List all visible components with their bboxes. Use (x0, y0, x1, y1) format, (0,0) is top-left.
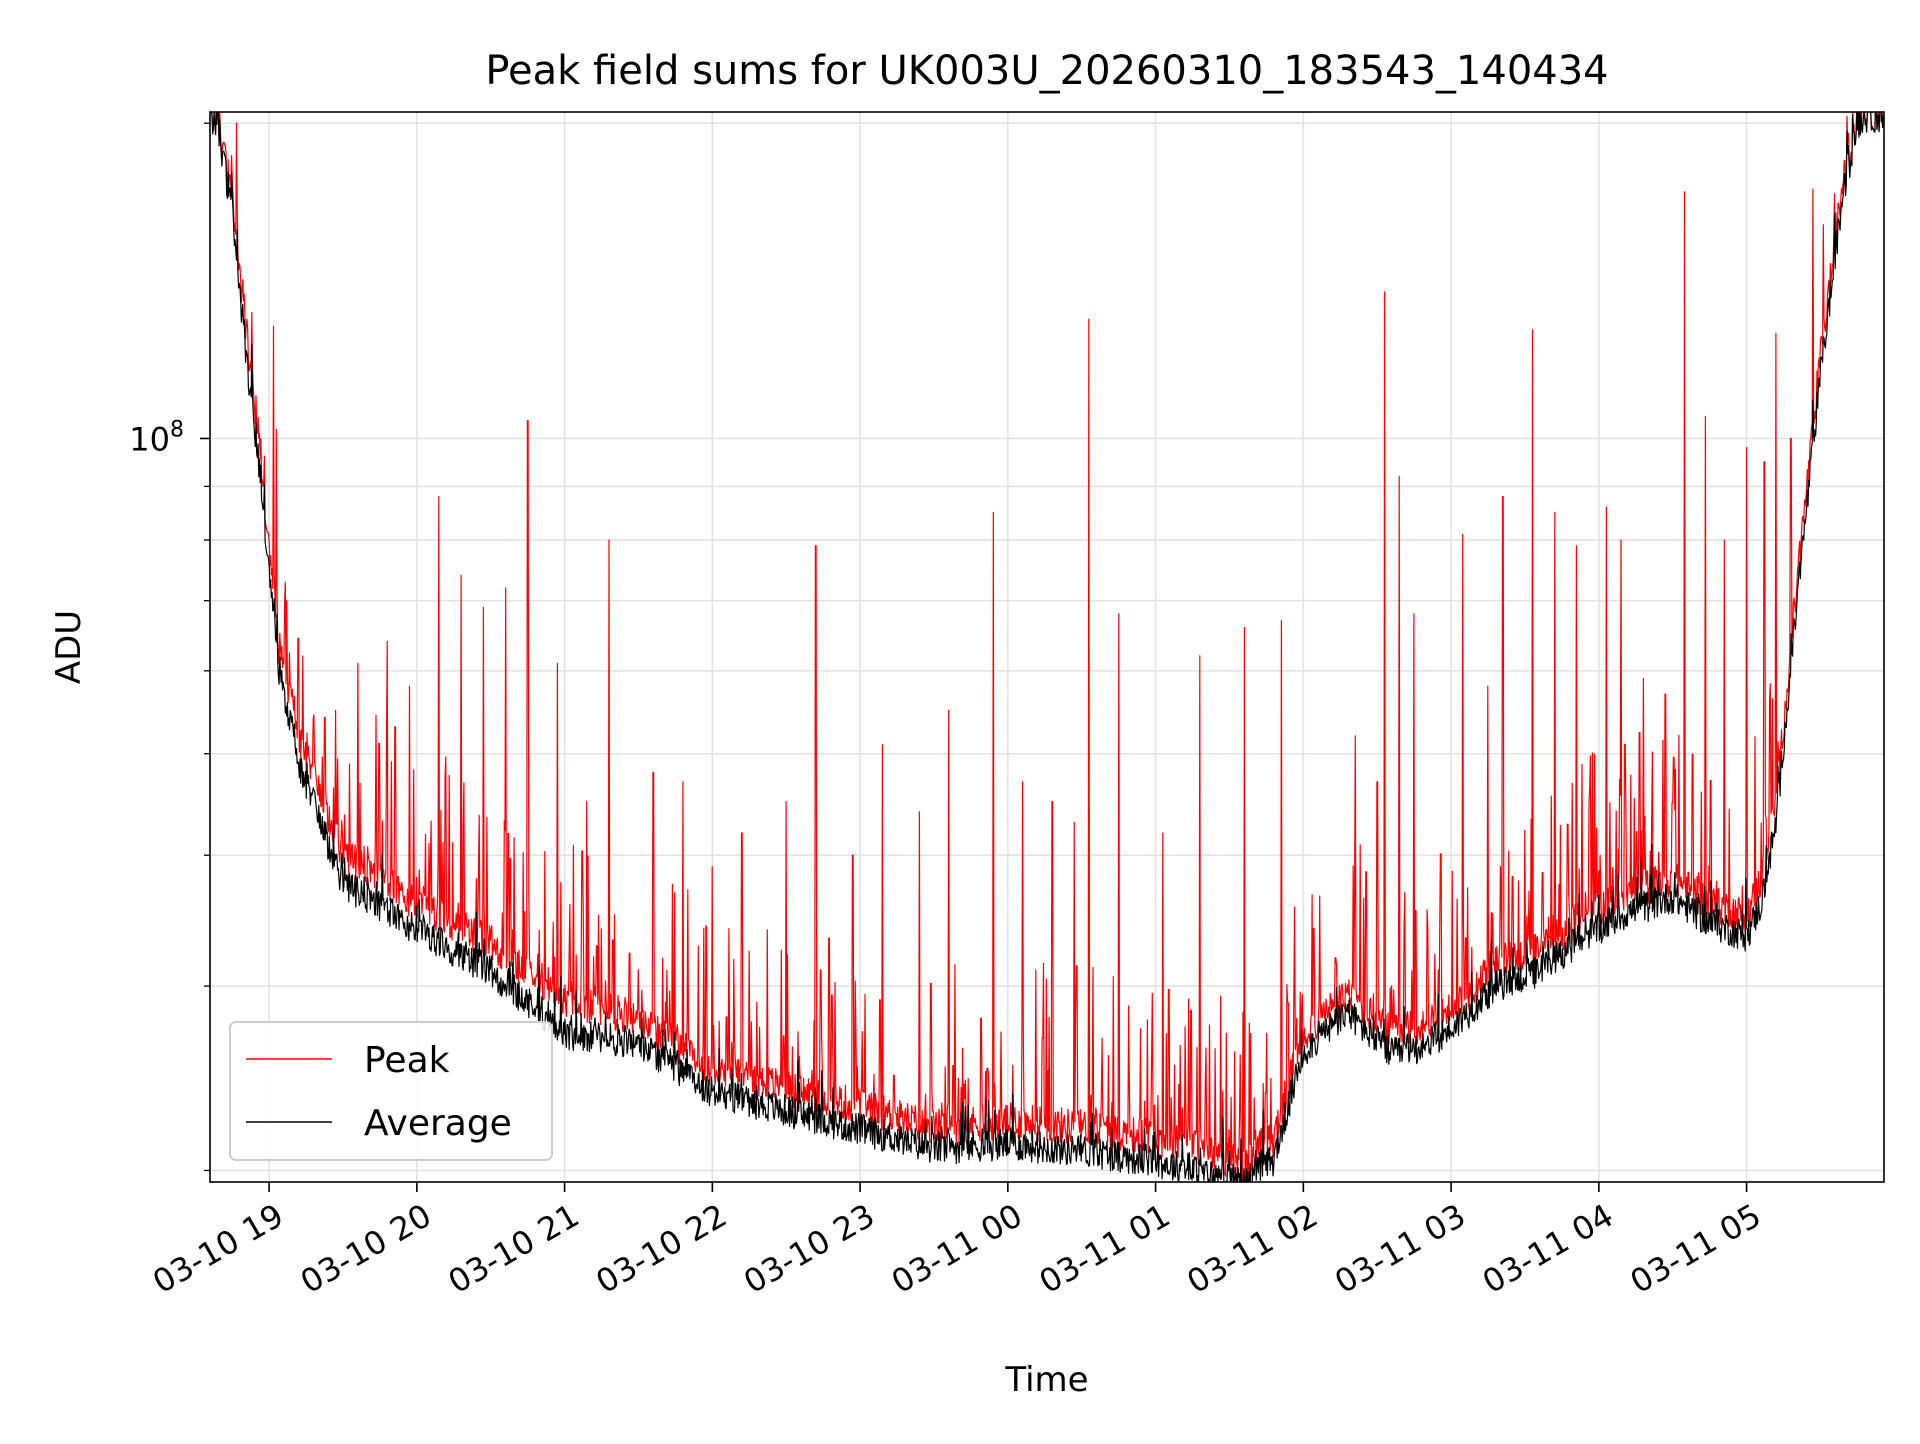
x-tick-label: 03-10 20 (294, 1196, 438, 1301)
series-peak-line (211, 112, 1884, 1181)
x-tick-label: 03-10 21 (442, 1196, 586, 1301)
x-tick-label: 03-11 02 (1181, 1196, 1325, 1301)
x-tick-label: 03-10 22 (590, 1196, 734, 1301)
chart-title: Peak field sums for UK003U_20260310_1835… (485, 48, 1608, 94)
y-axis-label: ADU (49, 610, 89, 684)
y-tick-label: 108 (129, 417, 184, 458)
series-average-line (210, 112, 1884, 1182)
x-tick-label: 03-11 00 (885, 1196, 1029, 1301)
legend-peak-label: Peak (364, 1040, 450, 1081)
series-layer (210, 112, 1884, 1182)
legend: Peak Average (229, 1021, 553, 1161)
x-tick-label: 03-11 04 (1476, 1196, 1620, 1301)
x-tick-label: 03-11 01 (1033, 1196, 1177, 1301)
legend-box (229, 1021, 553, 1161)
y-axis-ticks: 108 (129, 122, 210, 1172)
legend-average-label: Average (364, 1103, 512, 1144)
x-tick-label: 03-11 05 (1624, 1196, 1768, 1301)
plot-frame (209, 111, 1885, 1183)
grid (210, 112, 1884, 1182)
x-tick-label: 03-10 23 (737, 1196, 881, 1301)
x-axis-ticks: 03-10 19 03-10 20 03-10 21 03-10 22 03-10 23… (146, 1182, 1767, 1301)
x-tick-label: 03-11 03 (1328, 1196, 1472, 1301)
x-tick-label: 03-10 19 (146, 1196, 290, 1301)
x-axis-label: Time (1004, 1360, 1088, 1400)
